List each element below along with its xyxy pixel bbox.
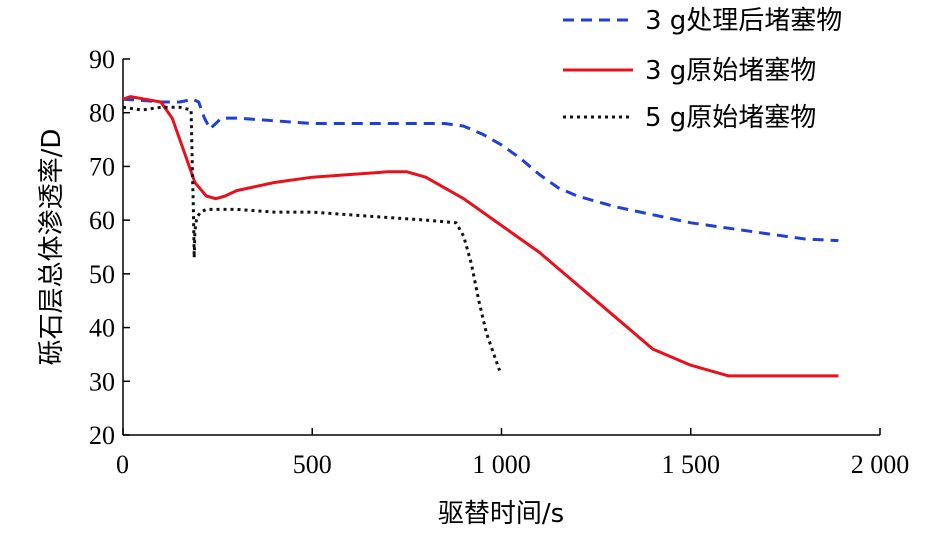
y-tick-label: 70 bbox=[89, 152, 115, 181]
legend-label-1: 3 g处理后堵塞物 bbox=[645, 6, 842, 36]
x-tick-label: 1 500 bbox=[662, 450, 721, 479]
legend-label-3: 5 g原始堵塞物 bbox=[645, 103, 816, 133]
x-tick-label: 1 000 bbox=[472, 450, 531, 479]
y-tick-label: 90 bbox=[89, 45, 115, 74]
x-axis-title: 驱替时间/s bbox=[438, 499, 564, 529]
y-tick-label: 50 bbox=[89, 260, 115, 289]
legend: 3 g处理后堵塞物 3 g原始堵塞物 5 g原始堵塞物 bbox=[563, 6, 842, 133]
series-layer bbox=[122, 95, 839, 378]
legend-label-2: 3 g原始堵塞物 bbox=[645, 56, 816, 86]
y-tick-label: 30 bbox=[89, 367, 115, 396]
x-tick-label: 500 bbox=[293, 450, 332, 479]
y-axis-title: 砾石层总体渗透率/D bbox=[37, 129, 67, 366]
x-ticks: 0 500 1 000 1 500 2 000 bbox=[116, 428, 909, 479]
series-line-1 bbox=[122, 97, 839, 243]
y-tick-label: 60 bbox=[89, 206, 115, 235]
y-ticks: 20 30 40 50 60 70 80 90 bbox=[89, 45, 130, 450]
y-tick-label: 80 bbox=[89, 99, 115, 128]
series-line-3 bbox=[122, 105, 502, 372]
x-tick-label: 2 000 bbox=[851, 450, 910, 479]
y-tick-label: 40 bbox=[89, 314, 115, 343]
y-tick-label: 20 bbox=[89, 421, 115, 450]
x-tick-label: 0 bbox=[116, 450, 129, 479]
series-line-2 bbox=[122, 95, 839, 378]
